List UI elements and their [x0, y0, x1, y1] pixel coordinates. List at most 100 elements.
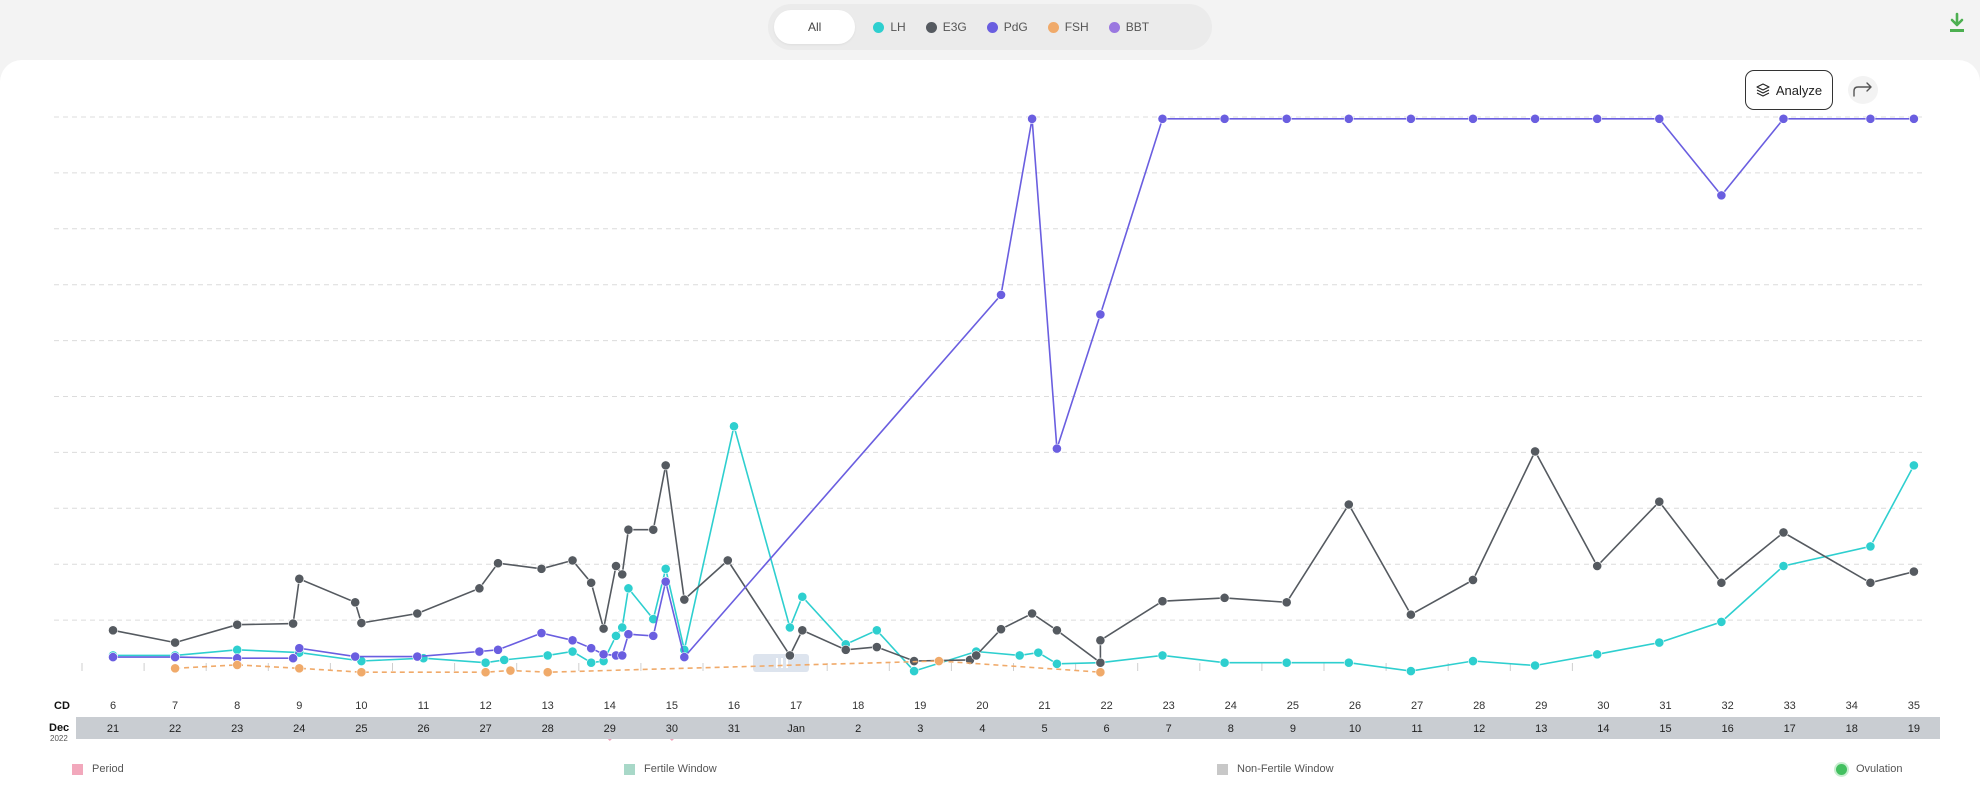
tab-bbt[interactable]: BBT: [1099, 10, 1159, 44]
date-tick-label: 19: [1908, 723, 1920, 735]
share-icon[interactable]: [1848, 76, 1878, 104]
data-point-pdg: [1909, 113, 1919, 124]
series-line-lh: [113, 425, 1915, 673]
data-point-lh: [1052, 658, 1062, 669]
cd-tick-label: 29: [1535, 700, 1547, 712]
scroll-grip: [786, 658, 788, 668]
date-tick-label: 31: [728, 723, 740, 735]
date-tick-label: 24: [293, 723, 305, 735]
cd-tick-label: 9: [296, 700, 302, 712]
cd-tick-label: 10: [355, 700, 367, 712]
data-point-e3g: [679, 594, 690, 605]
data-point-fsh: [232, 660, 243, 670]
cd-tick-label: 22: [1100, 700, 1112, 712]
cd-tick-label: 24: [1225, 700, 1237, 712]
data-point-e3g: [722, 555, 733, 566]
fsh-dot-icon: [1047, 21, 1059, 33]
data-point-e3g: [108, 625, 118, 636]
data-point-pdg: [1157, 113, 1168, 124]
cd-tick-label: 8: [234, 700, 240, 712]
data-point-pdg: [1095, 309, 1106, 320]
data-point-pdg: [648, 630, 659, 641]
data-point-e3g: [350, 597, 361, 608]
data-point-lh: [1778, 561, 1789, 571]
data-point-pdg: [1592, 113, 1603, 124]
data-point-lh: [499, 655, 510, 665]
data-point-pdg: [1865, 113, 1876, 124]
data-point-lh: [480, 657, 491, 668]
data-point-fsh: [294, 663, 305, 674]
data-point-e3g: [1778, 527, 1789, 538]
cd-tick-label: 16: [728, 700, 740, 712]
date-tick-label: 22: [169, 723, 181, 735]
data-point-lh: [784, 622, 795, 633]
legend-ovulation: Ovulation: [1836, 763, 1902, 775]
date-tick-label: 7: [1166, 723, 1172, 735]
bbt-dot-icon: [1108, 21, 1120, 33]
month-label: Dec: [49, 722, 69, 734]
data-point-e3g: [1219, 592, 1230, 603]
data-point-lh: [871, 625, 882, 636]
tab-lh[interactable]: LH: [863, 10, 915, 44]
data-point-pdg: [536, 628, 547, 638]
data-point-fsh: [170, 663, 180, 674]
data-point-pdg: [474, 646, 485, 657]
data-point-e3g: [232, 619, 243, 630]
e3g-dot-icon: [925, 21, 937, 33]
tab-fsh[interactable]: FSH: [1038, 10, 1099, 44]
date-tick-label: 30: [666, 723, 678, 735]
download-icon[interactable]: [1948, 12, 1966, 34]
ovulation-swatch-icon: [1836, 763, 1847, 775]
data-point-e3g: [617, 569, 628, 580]
tab-label: LH: [890, 20, 906, 34]
date-tick-label: 26: [417, 723, 429, 735]
date-tick-label: 28: [542, 723, 554, 735]
analyze-button[interactable]: Analyze: [1745, 70, 1833, 110]
nonfertile-swatch-icon: [1217, 763, 1228, 775]
date-tick-label: 17: [1784, 723, 1796, 735]
data-point-pdg: [170, 652, 180, 663]
layers-icon: [1756, 83, 1770, 97]
data-point-lh: [567, 646, 578, 657]
data-point-e3g: [1095, 657, 1106, 668]
data-point-pdg: [1281, 113, 1292, 124]
data-point-e3g: [1654, 496, 1665, 507]
tab-all[interactable]: All: [774, 10, 856, 44]
data-point-fsh: [505, 665, 516, 676]
data-point-e3g: [1052, 625, 1062, 636]
data-point-e3g: [1405, 609, 1416, 620]
cd-tick-label: 30: [1597, 700, 1609, 712]
data-point-e3g: [648, 524, 659, 535]
data-point-pdg: [598, 649, 609, 660]
data-point-pdg: [350, 651, 361, 662]
legend-label: Ovulation: [1856, 763, 1903, 775]
date-tick-label: 2: [855, 723, 861, 735]
data-point-fsh: [934, 656, 944, 666]
date-strip: [76, 717, 1940, 739]
data-point-pdg: [996, 289, 1006, 300]
legend-nonfertile: Non-Fertile Window: [1217, 763, 1334, 775]
date-tick-label: 15: [1659, 723, 1671, 735]
tab-pdg[interactable]: PdG: [977, 10, 1038, 44]
data-point-e3g: [1468, 575, 1478, 585]
data-point-lh: [611, 630, 621, 641]
series-line-pdg: [113, 118, 1914, 660]
data-point-e3g: [356, 618, 367, 628]
cd-tick-label: 20: [976, 700, 988, 712]
data-point-e3g: [1027, 608, 1037, 619]
data-point-pdg: [1219, 113, 1230, 124]
data-point-lh: [617, 622, 628, 633]
tab-e3g[interactable]: E3G: [916, 10, 977, 44]
data-point-e3g: [586, 577, 597, 588]
data-point-fsh: [542, 667, 553, 678]
date-tick-label: 25: [355, 723, 367, 735]
tab-label: BBT: [1125, 20, 1150, 34]
data-point-e3g: [1592, 561, 1603, 571]
data-point-e3g: [797, 625, 808, 636]
data-point-e3g: [660, 460, 671, 471]
data-point-lh: [797, 591, 808, 602]
analyze-label: Analyze: [1775, 82, 1823, 98]
cd-tick-label: 18: [852, 700, 864, 712]
data-point-pdg: [412, 651, 423, 662]
